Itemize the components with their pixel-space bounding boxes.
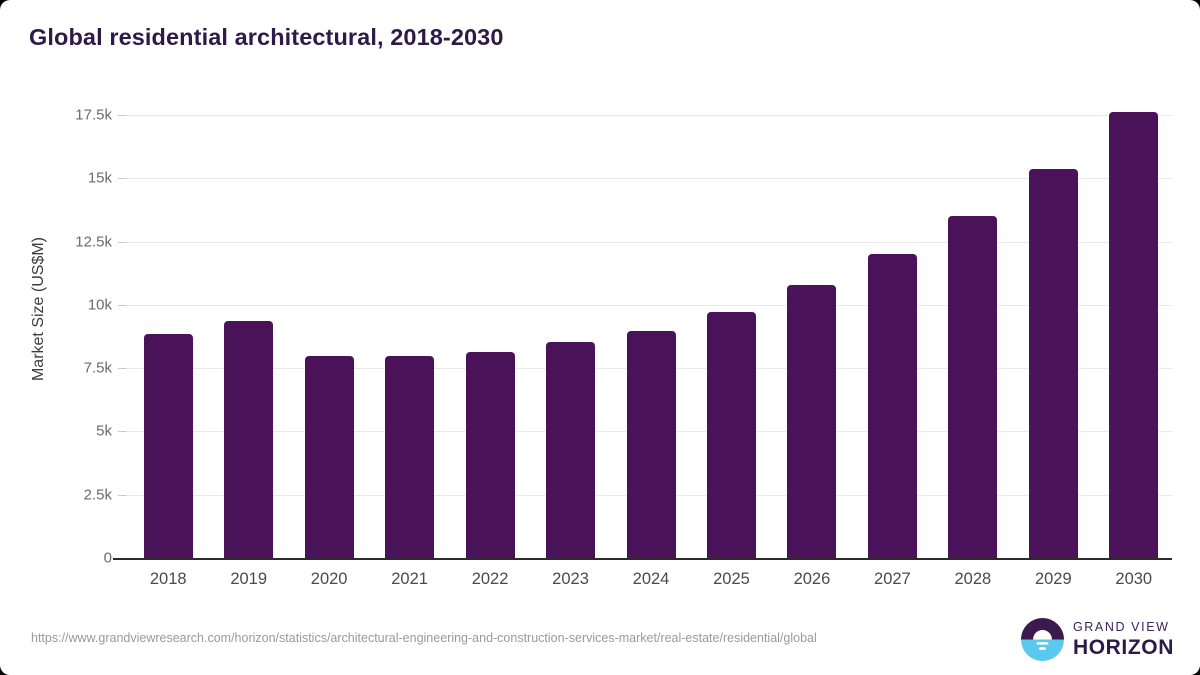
bar-2026[interactable] <box>787 284 837 558</box>
x-axis-tick-label-2026: 2026 <box>793 570 831 588</box>
page-title: Global residential architectural, 2018-2… <box>29 24 504 50</box>
y-axis-tick-label: 0 <box>103 549 112 567</box>
x-axis-tick-label-2020: 2020 <box>310 570 348 588</box>
source-url[interactable]: https://www.grandviewresearch.com/horizo… <box>31 631 817 645</box>
plot-area <box>126 112 1172 558</box>
x-axis-tick-label-2018: 2018 <box>149 570 187 588</box>
y-axis-tick-label: 5k <box>96 422 112 440</box>
x-axis-tick-label-2023: 2023 <box>552 570 589 588</box>
gridline <box>126 178 1172 180</box>
logo-top-text: GRAND VIEW <box>1072 620 1170 635</box>
y-axis-tick-label: 2.5k <box>83 486 112 504</box>
y-axis-title: Market Size (US$M) <box>30 236 47 382</box>
bar-2029[interactable] <box>1028 169 1078 558</box>
bar-2018[interactable] <box>143 333 193 558</box>
x-axis-tick-label-2029: 2029 <box>1034 570 1072 588</box>
x-axis-tick-label-2030: 2030 <box>1115 570 1153 588</box>
x-axis-tick-label-2022: 2022 <box>471 570 509 588</box>
x-axis-line <box>113 558 1172 560</box>
bar-2019[interactable] <box>224 321 274 558</box>
gridline <box>126 115 1172 116</box>
x-axis-tick-label-2024: 2024 <box>632 570 670 588</box>
horizon-logo-icon <box>1020 618 1064 661</box>
logo-bottom-text: HORIZON <box>1072 635 1174 659</box>
x-axis-tick-label-2025: 2025 <box>713 570 750 588</box>
bar-2021[interactable] <box>385 355 435 558</box>
x-axis-tick-label-2028: 2028 <box>954 570 992 588</box>
gridline <box>126 241 1172 243</box>
bar-2030[interactable] <box>1109 112 1159 558</box>
x-axis-tick-label-2021: 2021 <box>391 570 428 588</box>
bar-2028[interactable] <box>948 215 998 558</box>
y-axis-tick-label: 17.5k <box>75 106 112 124</box>
y-axis-tick-label: 15k <box>87 169 112 187</box>
x-axis-tick-label-2027: 2027 <box>874 570 911 588</box>
x-axis-tick-label-2019: 2019 <box>230 570 268 588</box>
bar-2024[interactable] <box>626 330 676 558</box>
bar-2022[interactable] <box>465 351 515 558</box>
logo-wordmark: GRAND VIEW HORIZON <box>1073 621 1174 658</box>
bar-2027[interactable] <box>867 254 917 558</box>
brand-logo: GRAND VIEW HORIZON <box>1020 618 1174 661</box>
bar-2020[interactable] <box>304 355 354 558</box>
bar-2023[interactable] <box>546 341 596 558</box>
bar-2025[interactable] <box>706 311 756 558</box>
gridline <box>126 304 1172 306</box>
